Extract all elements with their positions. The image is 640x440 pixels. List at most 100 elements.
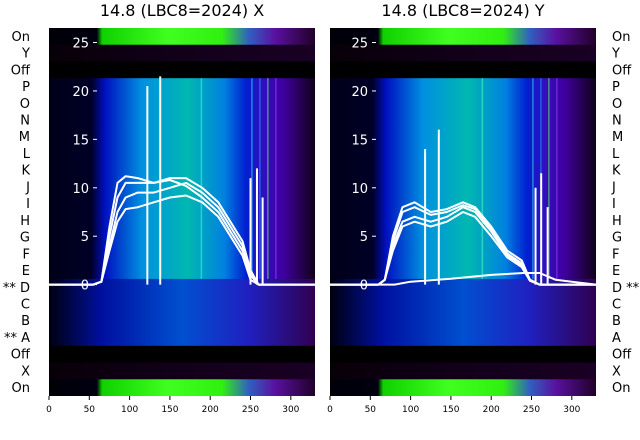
row-label: Y: [21, 47, 30, 62]
heatmap-streak: [259, 78, 261, 279]
heatmap-row: [49, 345, 315, 364]
x-tick-label: 50: [84, 405, 96, 415]
heatmap-row: [49, 128, 315, 146]
y-tick-label: 0: [360, 279, 368, 294]
row-label: L: [612, 147, 620, 162]
heatmap-row: [330, 111, 596, 129]
x-tick-label: 100: [402, 405, 419, 415]
y-tick-label: 10: [351, 182, 368, 197]
heatmap-streak: [275, 78, 277, 279]
y-tick-label: 5: [360, 230, 368, 245]
row-label: ** A: [4, 331, 30, 346]
row-label: On: [12, 30, 30, 45]
row-label: I: [612, 197, 616, 212]
series-line: [330, 272, 596, 286]
x-tick-label: 300: [563, 405, 580, 415]
row-label: N: [612, 114, 622, 129]
x-tick-label: 0: [327, 405, 333, 415]
heatmap-row: [330, 278, 596, 297]
row-label: On: [612, 30, 630, 45]
row-label: H: [612, 214, 622, 229]
heatmap-streak: [251, 78, 253, 279]
row-label: P: [612, 80, 620, 95]
row-label: J: [25, 180, 30, 195]
row-label: B: [21, 314, 30, 329]
chart-title: 14.8 (LBC8=2024) X: [100, 1, 264, 20]
y-tick-label: 15: [351, 133, 368, 148]
row-label: M: [19, 130, 30, 145]
heatmap-row: [49, 379, 315, 396]
heatmap-row: [49, 44, 315, 62]
x-tick-label: 200: [483, 405, 500, 415]
heatmap-row: [330, 195, 596, 213]
row-label: C: [612, 298, 621, 313]
row-label: G: [612, 231, 622, 246]
heatmap-row: [330, 78, 596, 96]
y-tick-label: 20: [72, 85, 89, 100]
heatmap-row: [330, 262, 596, 280]
heatmap-row: [330, 61, 596, 79]
x-tick-label: 50: [365, 405, 377, 415]
row-label: E: [612, 264, 620, 279]
x-tick-label: 250: [242, 405, 259, 415]
row-label: ** D: [3, 281, 30, 296]
heatmap-row: [49, 362, 315, 380]
heatmap-row: [49, 94, 315, 113]
heatmap-row: [330, 128, 596, 146]
row-label: B: [612, 314, 621, 329]
row-label: L: [23, 147, 31, 162]
heatmap-row: [49, 329, 315, 347]
y-tick-label: 0: [81, 279, 89, 294]
row-label: N: [20, 114, 30, 129]
x-tick-label: 150: [442, 405, 459, 415]
row-label: I: [26, 197, 30, 212]
row-label: O: [20, 97, 30, 112]
row-label: Off: [11, 63, 31, 78]
series-line: [49, 194, 315, 286]
heatmap-row: [330, 379, 596, 396]
heatmap-row: [49, 28, 315, 46]
row-label: K: [612, 164, 621, 179]
x-tick-label: 200: [202, 405, 219, 415]
row-label: On: [612, 381, 630, 396]
row-label: Off: [612, 63, 632, 78]
heatmap-row: [49, 228, 315, 246]
heatmap-row: [49, 312, 315, 330]
y-tick-label: 25: [72, 37, 89, 52]
row-label: X: [612, 364, 621, 379]
heatmap-streak: [200, 78, 203, 279]
heatmap-row: [49, 161, 315, 180]
heatmap-row: [330, 312, 596, 330]
heatmap-row: [330, 329, 596, 347]
heatmap-streak: [556, 78, 558, 279]
heatmap-row: [330, 245, 596, 263]
y-tick-label: 20: [351, 85, 368, 100]
heatmap-row: [49, 245, 315, 263]
row-label: D **: [612, 281, 640, 296]
row-label: On: [12, 381, 30, 396]
row-label: C: [21, 298, 30, 313]
row-label: M: [612, 130, 623, 145]
chart-title: 14.8 (LBC8=2024) Y: [381, 1, 544, 20]
heatmap-row: [330, 94, 596, 113]
heatmap-row: [49, 111, 315, 129]
heatmap: [49, 28, 315, 396]
heatmap-streak: [532, 78, 534, 279]
row-label: K: [21, 164, 30, 179]
row-label: G: [20, 231, 30, 246]
row-label: E: [22, 264, 30, 279]
x-tick-label: 300: [282, 405, 299, 415]
series-line: [330, 204, 596, 286]
row-label: Off: [11, 348, 31, 363]
row-label: A: [612, 331, 621, 346]
heatmap-row: [49, 145, 315, 163]
y-tick-label: 15: [72, 133, 89, 148]
x-tick-label: 0: [46, 405, 52, 415]
row-label: F: [612, 247, 619, 262]
y-tick-label: 25: [351, 37, 368, 52]
row-label: J: [611, 180, 616, 195]
row-label: Y: [611, 47, 620, 62]
heatmap-row: [49, 78, 315, 96]
row-label: F: [23, 247, 30, 262]
